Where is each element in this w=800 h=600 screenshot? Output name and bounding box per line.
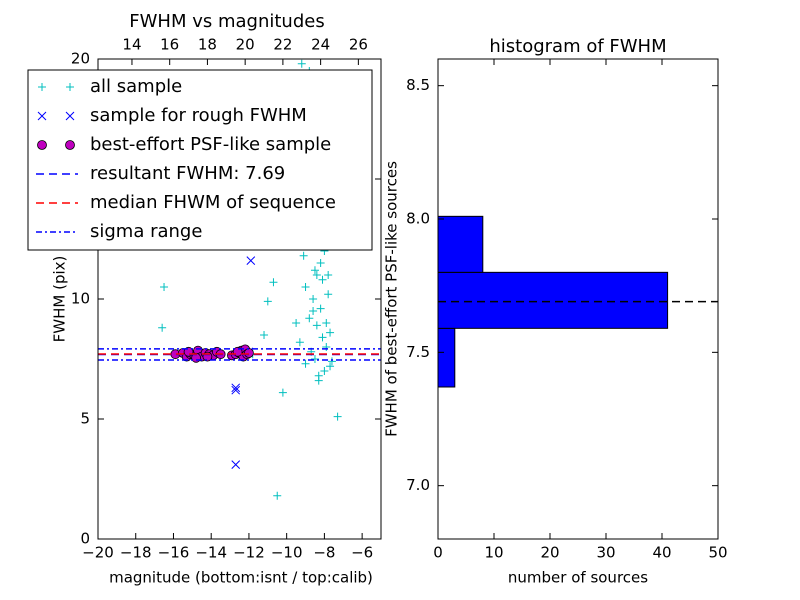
y-tick-label: 10: [71, 290, 90, 308]
y-axis-label: FWHM (pix): [51, 256, 69, 343]
x2-tick-label: 14: [122, 36, 141, 54]
axes-frame: [437, 58, 719, 540]
x-tick-label: −10: [271, 544, 303, 562]
point: [260, 331, 269, 339]
point: [333, 412, 342, 421]
point: [301, 283, 310, 291]
point: [299, 251, 308, 260]
legend-label: sample for rough FWHM: [90, 105, 307, 126]
x-tick-label: 10: [484, 544, 503, 562]
point: [326, 362, 335, 371]
x-tick-label: 40: [652, 544, 671, 562]
point: [316, 304, 325, 313]
point: [327, 357, 336, 366]
point: [312, 271, 321, 279]
y-tick-label: 0: [80, 530, 90, 548]
x-tick-label: 0: [433, 544, 443, 562]
x2-tick-label: 18: [198, 36, 217, 54]
legend-marker: [37, 111, 47, 121]
legend-label: sigma range: [90, 221, 202, 242]
y-tick-label: 5: [80, 410, 90, 428]
y-tick-label: 7.5: [406, 343, 430, 361]
point: [305, 314, 314, 323]
point: [292, 319, 301, 327]
point: [158, 323, 167, 332]
point: [310, 266, 319, 275]
bar: [437, 271, 669, 329]
bar: [437, 215, 484, 273]
point: [231, 385, 241, 395]
point: [297, 59, 306, 68]
bar: [437, 327, 456, 388]
legend-marker: [37, 140, 47, 150]
point: [295, 338, 304, 347]
point: [301, 359, 310, 368]
legend-marker: [65, 111, 75, 121]
point: [278, 388, 287, 397]
x2-tick-label: 24: [311, 36, 330, 54]
x-tick-label: 30: [596, 544, 615, 562]
y-tick-label: 20: [71, 50, 90, 68]
y-axis-label: FWHM of best-effort PSF-like sources: [383, 161, 401, 437]
point: [324, 290, 333, 299]
point: [322, 319, 331, 327]
legend-box: [27, 69, 373, 251]
point: [309, 307, 318, 315]
point: [318, 275, 327, 284]
x-tick-label: −18: [120, 544, 152, 562]
legend-marker: [65, 140, 75, 150]
point: [160, 283, 169, 291]
legend-marker: [66, 83, 74, 91]
legend-label: best-effort PSF-like sample: [90, 134, 331, 155]
x-axis-label: number of sources: [508, 569, 648, 587]
x-tick-label: 20: [540, 544, 559, 562]
x-tick-label: −8: [313, 544, 335, 562]
point: [312, 321, 321, 330]
point: [320, 367, 329, 375]
x-tick-label: −12: [233, 544, 265, 562]
x2-tick-label: 20: [236, 36, 255, 54]
x-tick-label: −20: [82, 544, 114, 562]
point: [318, 333, 327, 342]
point: [326, 328, 335, 337]
point: [269, 278, 278, 287]
legend-label: median FHWM of sequence: [90, 192, 336, 213]
x-axis-label: magnitude (bottom:isnt / top:calib): [109, 569, 373, 587]
point: [316, 259, 325, 267]
point: [310, 355, 319, 363]
chart-title: FWHM vs magnitudes: [129, 11, 324, 32]
point: [324, 271, 333, 279]
x2-tick-label: 22: [273, 36, 292, 54]
x2-tick-label: 26: [349, 36, 368, 54]
x2-tick-label: 16: [160, 36, 179, 54]
x-tick-label: −16: [158, 544, 190, 562]
legend-label: resultant FWHM: 7.69: [90, 163, 285, 184]
point: [231, 383, 241, 393]
y-tick-label: 8.0: [406, 210, 430, 228]
x-tick-label: 50: [708, 544, 727, 562]
point: [314, 376, 323, 385]
y-tick-label: 7.0: [406, 476, 430, 494]
point: [244, 348, 254, 358]
point: [309, 295, 318, 303]
point: [273, 491, 282, 500]
x-tick-label: −14: [195, 544, 227, 562]
chart-title: histogram of FWHM: [489, 36, 666, 57]
point: [231, 460, 241, 469]
x-tick-label: −6: [351, 544, 373, 562]
point: [246, 256, 256, 265]
y-tick-label: 8.5: [406, 76, 430, 94]
legend-marker: [38, 83, 46, 91]
point: [263, 297, 272, 306]
legend-label: all sample: [90, 76, 182, 97]
